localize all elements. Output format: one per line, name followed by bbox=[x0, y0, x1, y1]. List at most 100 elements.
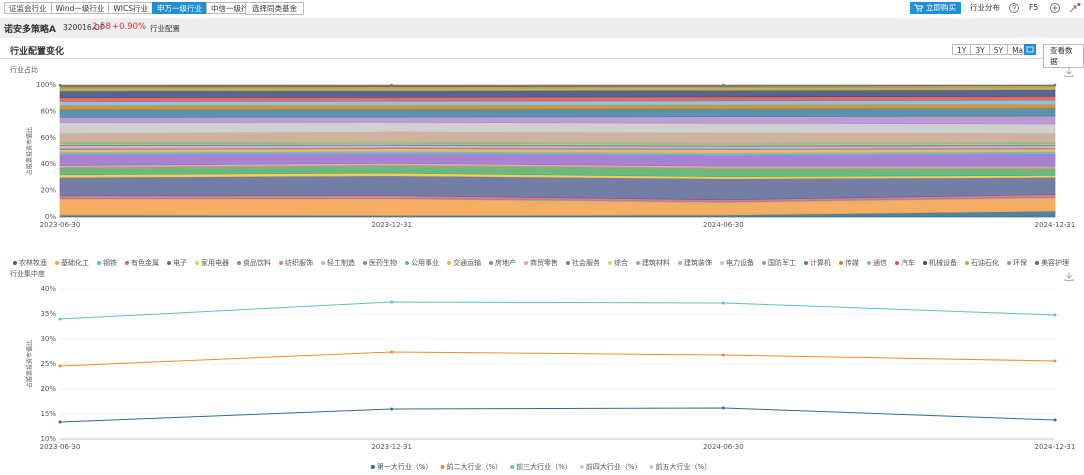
range-button[interactable]: 1Y bbox=[952, 44, 971, 55]
legend-label[interactable]: 食品饮料 bbox=[243, 258, 271, 267]
download-icon[interactable] bbox=[1064, 68, 1074, 77]
legend-marker[interactable] bbox=[895, 261, 899, 265]
area-band bbox=[59, 122, 1056, 134]
y-tick-label: 100% bbox=[36, 81, 56, 89]
legend-label[interactable]: 计算机 bbox=[810, 258, 831, 267]
legend-marker[interactable] bbox=[195, 261, 199, 265]
legend-label[interactable]: 家用电器 bbox=[201, 258, 229, 267]
legend-label[interactable]: 国防军工 bbox=[768, 258, 796, 267]
section-header: 行业配置变化 1Y 3Y 5Y Max 查看数据 bbox=[0, 40, 1084, 68]
legend-marker[interactable] bbox=[867, 261, 871, 265]
x-tick-label: 2023-12-31 bbox=[371, 221, 412, 229]
x-tick-label: 2023-06-30 bbox=[40, 443, 81, 451]
legend-marker[interactable] bbox=[1007, 261, 1011, 265]
legend-label[interactable]: 第一大行业（%） bbox=[377, 462, 433, 471]
industry-tab[interactable]: 证监会行业 bbox=[4, 2, 51, 14]
legend-marker[interactable] bbox=[510, 465, 515, 469]
legend-marker[interactable] bbox=[1035, 261, 1039, 265]
download-icon[interactable] bbox=[1064, 272, 1074, 281]
help-icon[interactable] bbox=[1008, 2, 1020, 14]
legend-label[interactable]: 电力设备 bbox=[726, 258, 754, 267]
peer-button[interactable]: 选择同类基金 bbox=[245, 2, 304, 15]
fund-code: 320016.OF bbox=[63, 23, 105, 32]
share-icon[interactable] bbox=[1068, 2, 1082, 14]
legend-label[interactable]: 石油石化 bbox=[971, 258, 999, 267]
legend-marker[interactable] bbox=[579, 465, 584, 469]
legend-label[interactable]: 医药生物 bbox=[369, 258, 397, 267]
legend-label[interactable]: 钢铁 bbox=[103, 258, 117, 267]
legend-marker[interactable] bbox=[566, 261, 570, 265]
legend-label[interactable]: 纺织服饰 bbox=[285, 258, 313, 267]
legend-label[interactable]: 通信 bbox=[873, 258, 887, 267]
x-tick-label: 2023-06-30 bbox=[40, 221, 81, 229]
legend-marker[interactable] bbox=[13, 261, 17, 265]
legend-label[interactable]: 美容护理 bbox=[1041, 258, 1069, 267]
legend-label[interactable]: 基础化工 bbox=[61, 258, 89, 267]
stack-top-dot bbox=[722, 83, 725, 87]
legend-label[interactable]: 传媒 bbox=[845, 258, 859, 267]
legend-label[interactable]: 前三大行业（%） bbox=[516, 462, 572, 471]
legend-label[interactable]: 商贸零售 bbox=[530, 258, 558, 267]
legend-marker[interactable] bbox=[447, 261, 451, 265]
legend-marker[interactable] bbox=[839, 261, 843, 265]
legend-label[interactable]: 公用事业 bbox=[411, 258, 439, 267]
legend-marker[interactable] bbox=[167, 261, 171, 265]
legend-marker[interactable] bbox=[489, 261, 493, 265]
legend-marker[interactable] bbox=[405, 261, 409, 265]
legend-marker[interactable] bbox=[97, 261, 101, 265]
legend-marker[interactable] bbox=[279, 261, 283, 265]
legend-marker[interactable] bbox=[636, 261, 640, 265]
distribution-link[interactable]: 行业分布 bbox=[970, 3, 1000, 12]
legend-label[interactable]: 交通运输 bbox=[453, 258, 481, 267]
legend-label[interactable]: 社会服务 bbox=[572, 258, 600, 267]
legend-marker[interactable] bbox=[370, 465, 375, 469]
add-icon[interactable] bbox=[1049, 2, 1061, 14]
area-band bbox=[59, 131, 1056, 144]
refresh-button[interactable]: F5 bbox=[1029, 3, 1039, 12]
x-tick-label: 2023-12-31 bbox=[371, 443, 412, 451]
industry-tab[interactable]: Wind一级行业 bbox=[50, 2, 109, 14]
legend-marker[interactable] bbox=[804, 261, 808, 265]
buy-button[interactable]: 立即购买 bbox=[910, 2, 961, 14]
y-axis-label: 占股票投资市值比 bbox=[26, 340, 34, 388]
stack-top-dot bbox=[1053, 83, 1057, 87]
calendar-button[interactable] bbox=[1024, 44, 1036, 55]
legend-marker[interactable] bbox=[321, 261, 325, 265]
legend-marker[interactable] bbox=[125, 261, 129, 265]
legend-marker[interactable] bbox=[965, 261, 969, 265]
range-button[interactable]: 5Y bbox=[988, 44, 1008, 55]
legend-label[interactable]: 前四大行业（%） bbox=[586, 462, 642, 471]
legend-label[interactable]: 综合 bbox=[614, 258, 628, 267]
line-point bbox=[390, 407, 394, 411]
legend-marker[interactable] bbox=[524, 261, 528, 265]
legend-marker[interactable] bbox=[720, 261, 724, 265]
legend-label[interactable]: 环保 bbox=[1013, 258, 1027, 267]
industry-tab[interactable]: 申万一级行业 bbox=[152, 2, 206, 14]
legend-marker[interactable] bbox=[649, 465, 654, 469]
legend-label[interactable]: 房地产 bbox=[495, 258, 516, 267]
legend-marker[interactable] bbox=[923, 261, 927, 265]
legend-label[interactable]: 建筑装饰 bbox=[684, 258, 712, 267]
legend-label[interactable]: 电子 bbox=[173, 258, 187, 267]
legend-label[interactable]: 建筑材料 bbox=[642, 258, 670, 267]
range-button[interactable]: 3Y bbox=[970, 44, 989, 55]
legend-marker[interactable] bbox=[762, 261, 766, 265]
legend-marker[interactable] bbox=[237, 261, 241, 265]
legend-label[interactable]: 有色金属 bbox=[131, 258, 159, 267]
legend-label[interactable]: 汽车 bbox=[901, 258, 915, 267]
legend-label[interactable]: 农林牧渔 bbox=[19, 258, 47, 267]
legend-marker[interactable] bbox=[363, 261, 367, 265]
legend-marker[interactable] bbox=[440, 465, 445, 469]
legend-marker[interactable] bbox=[678, 261, 682, 265]
view-data-button[interactable]: 查看数据 bbox=[1043, 44, 1084, 68]
legend-marker[interactable] bbox=[608, 261, 612, 265]
stack-top-dot bbox=[390, 83, 393, 87]
legend-label[interactable]: 前二大行业（%） bbox=[447, 462, 503, 471]
industry-tab[interactable]: WICS行业 bbox=[108, 2, 152, 14]
legend-label[interactable]: 机械设备 bbox=[929, 258, 957, 267]
legend-label[interactable]: 轻工制造 bbox=[327, 258, 355, 267]
legend-label[interactable]: 前五大行业（%） bbox=[655, 462, 711, 471]
legend-marker[interactable] bbox=[55, 261, 59, 265]
